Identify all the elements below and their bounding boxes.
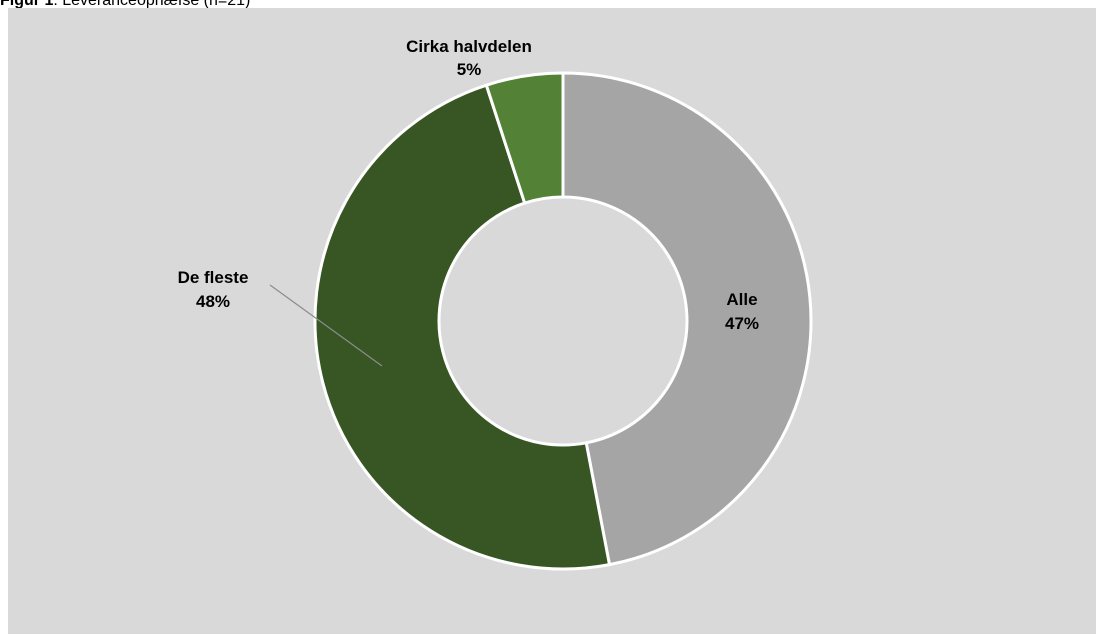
- label-name-alle: Alle: [726, 290, 757, 309]
- label-value-de-fleste: 48%: [196, 292, 230, 311]
- donut-slices: [313, 71, 813, 571]
- label-name-de-fleste: De fleste: [178, 268, 249, 287]
- donut-slice-de-fleste: [313, 83, 612, 571]
- figure-caption-text: . Leveranceophæfse (n=21): [53, 0, 251, 9]
- label-value-cirka-halvdelen: 5%: [457, 60, 482, 79]
- data-label-cirka-halvdelen: Cirka halvdelen 5%: [406, 37, 532, 79]
- figure-caption: Figur 1. Leveranceophæfse (n=21): [0, 0, 250, 11]
- data-label-alle: Alle 47%: [725, 290, 759, 333]
- label-value-alle: 47%: [725, 314, 759, 333]
- donut-slice-cirka-halvdelen: [484, 71, 565, 205]
- donut-slice-alle: [561, 71, 813, 567]
- figure-caption-prefix: Figur 1: [0, 0, 54, 9]
- label-name-cirka-halvdelen: Cirka halvdelen: [406, 37, 532, 56]
- data-label-de-fleste: De fleste 48%: [178, 268, 249, 311]
- leader-line-de-fleste: [269, 284, 383, 367]
